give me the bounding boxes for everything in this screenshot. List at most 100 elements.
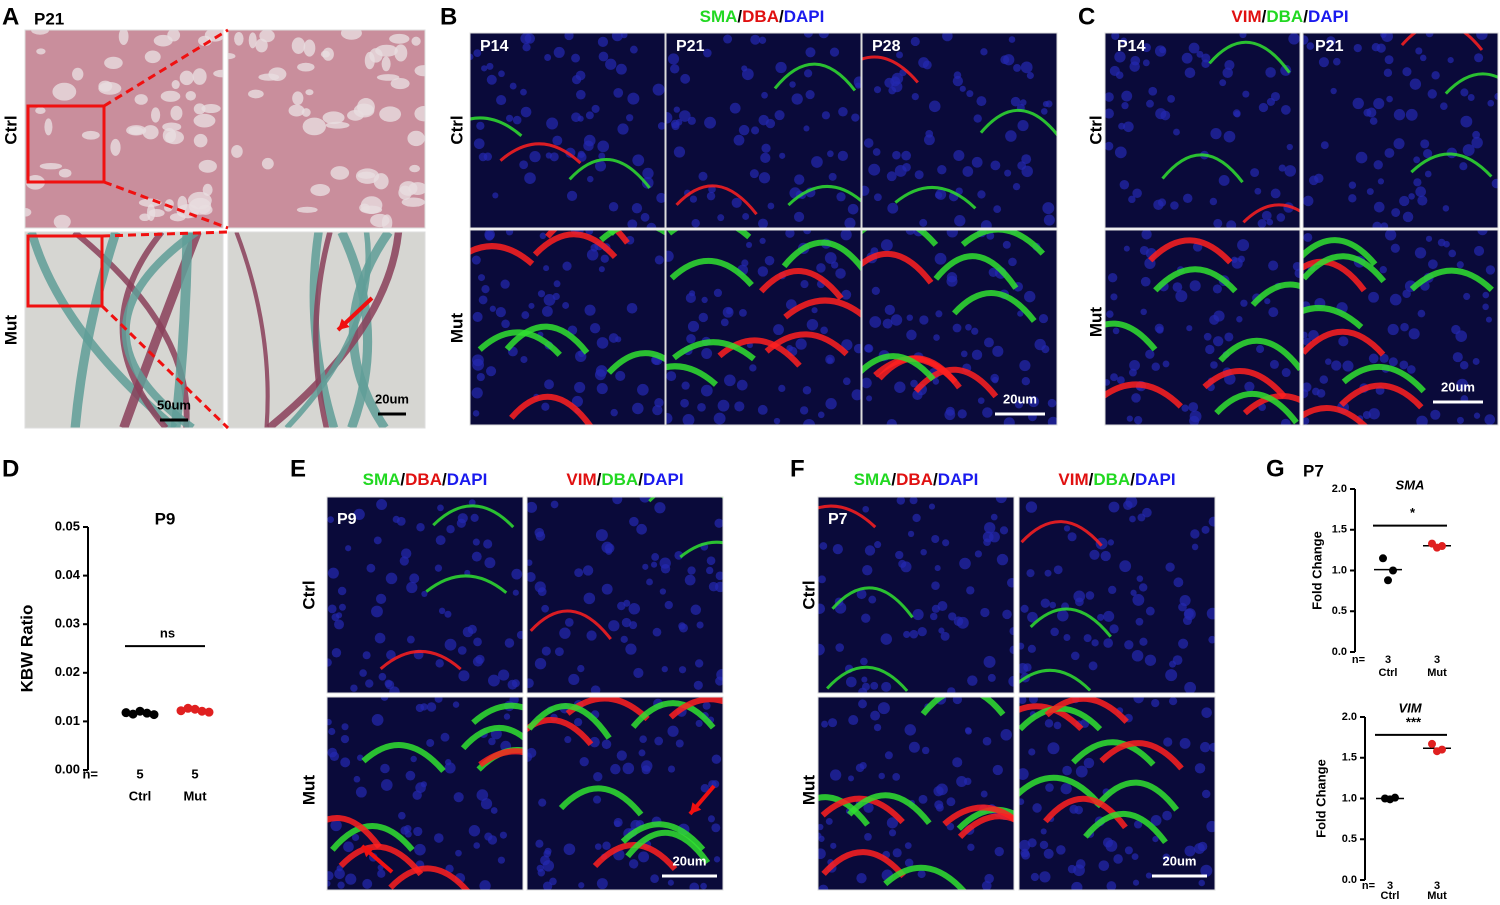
nucleus (456, 518, 466, 528)
nucleus (706, 556, 716, 566)
nucleus (967, 843, 975, 851)
nucleus (498, 669, 510, 681)
nucleus (1423, 149, 1433, 159)
nucleus (433, 833, 444, 843)
nucleus (1159, 46, 1166, 54)
micrograph (861, 229, 1058, 426)
nucleus (884, 751, 893, 760)
nucleus (760, 152, 771, 163)
nucleus (1384, 230, 1397, 241)
nucleus (1371, 42, 1381, 52)
y-tick-label: 1.0 (1332, 564, 1347, 576)
lumen (35, 107, 46, 115)
cyst-wall (313, 232, 333, 428)
nucleus (1047, 416, 1057, 425)
micrograph-content (1303, 230, 1498, 425)
nucleus (1123, 500, 1133, 511)
nucleus (983, 337, 994, 348)
nucleus (544, 54, 552, 61)
nucleus (1369, 117, 1378, 125)
lumen (134, 94, 148, 105)
nucleus (576, 89, 586, 100)
nucleus (377, 869, 386, 878)
nucleus (1303, 382, 1312, 393)
nucleus (574, 568, 584, 578)
nucleus (1008, 36, 1016, 43)
micrograph-content (470, 230, 665, 425)
nucleus (1103, 638, 1114, 648)
row-label: Mut (799, 775, 818, 806)
data-point (1384, 576, 1392, 585)
nucleus (337, 881, 345, 889)
nucleus (817, 411, 825, 419)
nucleus (435, 535, 446, 546)
nucleus (1106, 881, 1117, 890)
nucleus (617, 601, 626, 611)
nucleus (904, 842, 912, 850)
nucleus (992, 764, 1003, 776)
lumen (407, 130, 425, 147)
nucleus (1261, 210, 1272, 221)
y-tick-label: 1.0 (1342, 792, 1357, 804)
nucleus (829, 769, 842, 781)
cyst-wall (170, 232, 193, 428)
nucleus (1209, 742, 1215, 752)
nucleus (487, 835, 498, 845)
frame (326, 496, 524, 694)
nucleus (1373, 98, 1385, 110)
n-value: 5 (191, 766, 198, 781)
stain-header: VIM/DBA/DAPI (566, 470, 683, 489)
nucleus (1485, 265, 1496, 275)
nucleus (1026, 72, 1034, 80)
stain (527, 717, 594, 747)
nucleus (1294, 268, 1300, 279)
nucleus (821, 111, 831, 120)
nucleus (999, 526, 1009, 535)
nucleus (903, 630, 911, 638)
nucleus (984, 873, 994, 884)
nucleus (473, 49, 482, 58)
nucleus (761, 91, 768, 99)
nucleus (654, 255, 664, 265)
lumen (171, 80, 180, 90)
nucleus (1163, 737, 1173, 747)
nucleus (831, 261, 839, 269)
nucleus (652, 404, 663, 416)
frame (1104, 229, 1301, 426)
nucleus (503, 713, 511, 720)
nucleus (717, 214, 725, 222)
nucleus (923, 134, 935, 146)
nucleus (1484, 414, 1496, 425)
nucleus (440, 732, 450, 742)
nucleus (1473, 412, 1481, 419)
nucleus (628, 603, 641, 615)
stain (1444, 72, 1498, 95)
lumen (25, 208, 32, 217)
nucleus (775, 61, 787, 74)
lumen (268, 67, 287, 81)
nucleus (511, 568, 523, 580)
nucleus (438, 607, 446, 615)
lumen (292, 91, 304, 106)
nucleus (1049, 601, 1057, 609)
lumen (31, 30, 49, 35)
nucleus (478, 152, 488, 162)
nucleus (686, 333, 696, 344)
nucleus (1383, 68, 1393, 78)
micrograph (665, 229, 862, 426)
lumen (291, 37, 306, 54)
nucleus (1100, 550, 1111, 562)
nucleus (1153, 199, 1164, 210)
nucleus (1145, 872, 1152, 879)
frame (469, 229, 666, 426)
stain-name: SMA (700, 7, 738, 26)
nucleus (1008, 675, 1014, 687)
nucleus (1338, 336, 1349, 347)
nucleus (856, 873, 867, 884)
nucleus (1047, 742, 1060, 755)
nucleus (486, 62, 494, 70)
lumen (322, 111, 345, 125)
nucleus (1108, 585, 1117, 595)
micrograph-content (228, 30, 425, 228)
